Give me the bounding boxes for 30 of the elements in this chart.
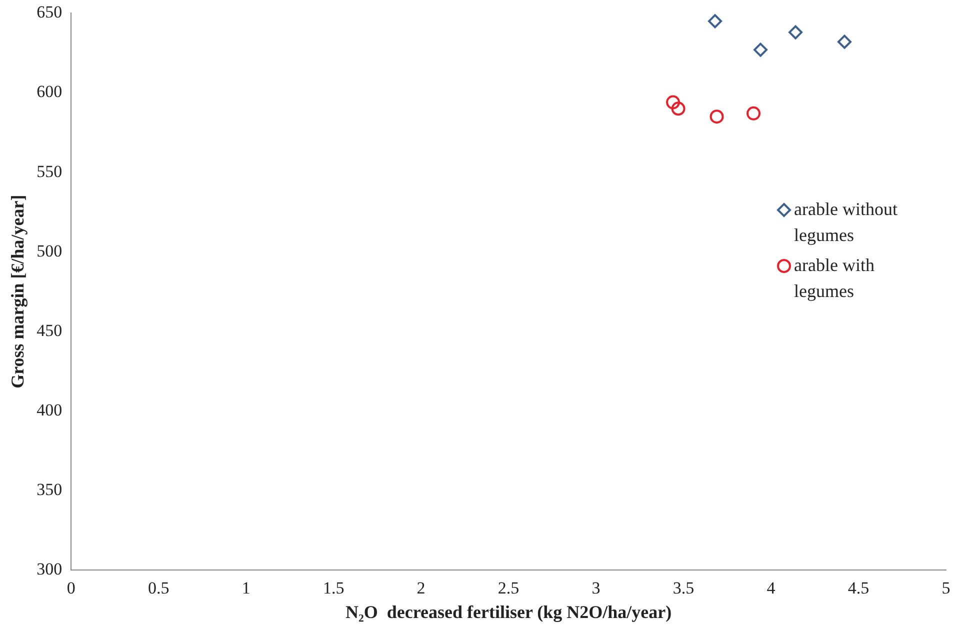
point — [671, 102, 686, 116]
y-tick-label: 650 — [36, 2, 62, 22]
y-tick-label: 300 — [36, 559, 62, 578]
x-tick-label: 5 — [942, 578, 950, 598]
x-tick-label: 4 — [766, 578, 776, 598]
y-tick-label: 600 — [36, 82, 62, 102]
legend-label: arable with legumes — [794, 254, 876, 303]
y-tick-label: 400 — [36, 400, 62, 420]
point — [754, 42, 768, 57]
x-tick-label: 2.5 — [498, 578, 520, 598]
x-tick-label: 3 — [592, 578, 600, 598]
x-tick-label: 0.5 — [148, 578, 170, 598]
point — [710, 110, 724, 124]
point — [788, 25, 803, 40]
x-tick-label: 2 — [416, 578, 426, 598]
point — [746, 106, 761, 120]
point — [666, 95, 680, 110]
point — [708, 14, 722, 28]
y-tick-label: 550 — [36, 162, 62, 181]
x-tick-label: 4.5 — [848, 578, 870, 598]
x-tick-label: 0 — [66, 578, 76, 598]
point — [838, 34, 852, 49]
x-tick-label: 1 — [242, 578, 250, 598]
x-tick-label: 1.5 — [322, 578, 344, 598]
y-tick-label: 500 — [36, 241, 62, 260]
y-axis-title: Gross margin [€/ha/year] — [7, 194, 28, 388]
x-tick-label: 3.5 — [672, 578, 694, 598]
y-tick-label: 350 — [36, 480, 62, 499]
y-tick-label: 450 — [36, 320, 62, 340]
x-axis-title: N₂O decreased fertiliser (kg N2O/ha/year) — [345, 602, 672, 622]
